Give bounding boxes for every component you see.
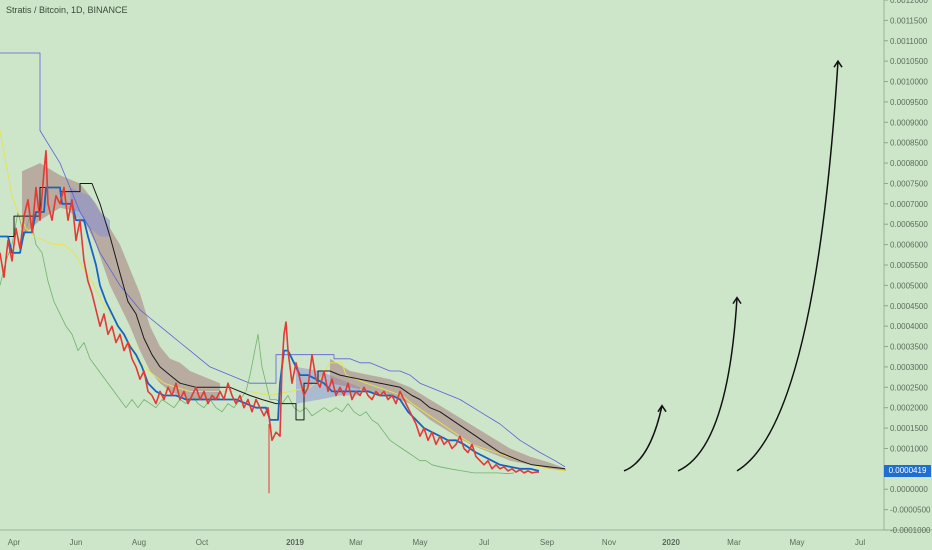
y-tick-label: 0.0010500: [890, 57, 928, 66]
y-tick-label: 0.0003500: [890, 343, 928, 352]
y-tick-label: 0.0007000: [890, 200, 928, 209]
series-price: [0, 150, 539, 474]
price-axis[interactable]: 0.0012000 0.0011500 0.0011000 0.0010500 0.00…: [884, 0, 931, 535]
x-tick-label: Jul: [855, 538, 865, 547]
y-tick-label: 0.0009000: [890, 118, 928, 127]
arrow-curve-1: [677, 297, 738, 472]
arrow-curve-2: [736, 61, 839, 472]
y-tick-label: 0.0009500: [890, 98, 928, 107]
time-axis[interactable]: Apr Jun Aug Oct 2019 Mar May Jul Sep Nov 2020 Mar Ma…: [8, 538, 866, 547]
x-tick-label: May: [789, 538, 804, 547]
x-tick-label: Mar: [349, 538, 363, 547]
chart-title: Stratis / Bitcoin, 1D, BINANCE: [6, 5, 128, 15]
plot-background: [0, 0, 884, 530]
x-tick-label: Aug: [132, 538, 146, 547]
x-tick-label: 2020: [662, 538, 680, 547]
series-kijun: [0, 183, 566, 470]
y-tick-label: 0.0007500: [890, 179, 928, 188]
y-tick-label: 0.0011500: [890, 16, 928, 25]
cloud-1: [70, 187, 110, 237]
x-tick-label: Sep: [540, 538, 555, 547]
y-tick-label: 0.0001500: [890, 424, 928, 433]
y-tick-label: 0.0003000: [890, 363, 928, 372]
series-upper_band: [0, 52, 566, 468]
y-tick-label: 0.0011000: [890, 37, 928, 46]
y-tick-label: -0.0000500: [890, 506, 931, 515]
y-tick-label: 0.0005500: [890, 261, 928, 270]
x-tick-label: Apr: [8, 538, 21, 547]
x-tick-label: 2019: [286, 538, 304, 547]
arrow-curve-0: [623, 405, 663, 472]
y-tick-label: 0.0008000: [890, 159, 928, 168]
last-price-badge: 0.0000419: [884, 465, 931, 477]
y-tick-label: 0.0002500: [890, 383, 928, 392]
arrow-head-1: [732, 296, 742, 305]
cloud-0: [22, 163, 220, 400]
x-tick-label: Jul: [479, 538, 489, 547]
x-tick-label: May: [412, 538, 427, 547]
drawn-arrows: [623, 59, 843, 472]
x-tick-label: Jun: [70, 538, 83, 547]
arrow-head-0: [657, 404, 667, 413]
indicator-lines: [0, 52, 566, 494]
y-tick-label: 0.0000000: [890, 485, 928, 494]
y-tick-label: 0.0004000: [890, 322, 928, 331]
y-tick-label: 0.0012000: [890, 0, 928, 5]
x-tick-label: Oct: [196, 538, 209, 547]
y-tick-label: 0.0010000: [890, 78, 928, 87]
arrow-head-2: [833, 59, 843, 68]
y-tick-label: 0.0008500: [890, 139, 928, 148]
y-tick-label: 0.0002000: [890, 404, 928, 413]
cloud-3: [330, 358, 566, 471]
y-tick-label: 0.0006500: [890, 220, 928, 229]
y-tick-label: 0.0005000: [890, 281, 928, 290]
x-tick-label: Mar: [727, 538, 741, 547]
y-tick-label: 0.0001000: [890, 444, 928, 453]
x-tick-label: Nov: [602, 538, 616, 547]
y-tick-label: -0.0001000: [890, 526, 931, 535]
y-tick-label: 0.0004500: [890, 302, 928, 311]
y-tick-label: 0.0006000: [890, 241, 928, 250]
